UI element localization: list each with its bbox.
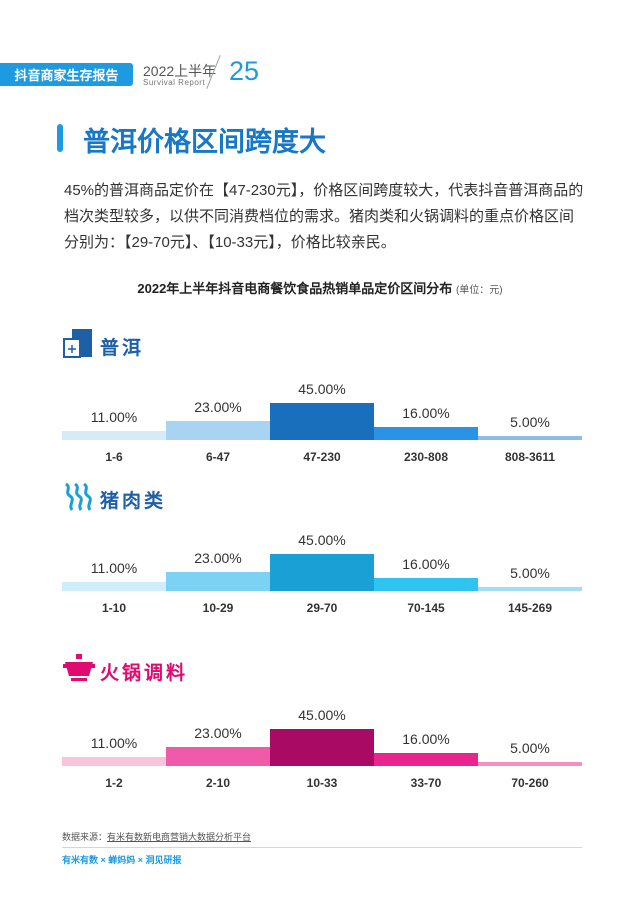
bar-10-33 — [270, 729, 374, 766]
bar-2-10 — [166, 747, 270, 766]
section-name-hotpot: 火锅调料 — [100, 663, 189, 684]
bar-chart-hotpot: 11.00% 1-2 23.00% 2-10 45.00% 10-33 16.00% 33-7… — [62, 652, 582, 802]
chart-title-text: 2022年上半年抖音电商餐饮食品热销单品定价区间分布 — [137, 281, 453, 296]
bar-value-label: 11.00% — [90, 735, 138, 751]
bar-70-260 — [478, 762, 582, 766]
category-label: 33-70 — [410, 776, 442, 790]
category-label: 70-145 — [407, 601, 445, 615]
bar-value-label: 5.00% — [510, 565, 550, 581]
bar-10-29 — [166, 572, 270, 591]
page-title: 普洱价格区间跨度大 — [83, 127, 326, 157]
bar-47-230 — [270, 403, 374, 440]
bar-value-label: 16.00% — [402, 556, 450, 572]
category-label: 70-260 — [511, 776, 549, 790]
bar-1-10 — [62, 582, 166, 591]
bar-value-label: 16.00% — [402, 731, 450, 747]
bar-6-47 — [166, 421, 270, 440]
footer-divider — [62, 847, 582, 848]
category-label: 10-33 — [306, 776, 338, 790]
bar-70-145 — [374, 578, 478, 591]
source-text[interactable]: 有米有数新电商营销大数据分析平台 — [107, 832, 252, 842]
bar-value-label: 45.00% — [298, 381, 346, 397]
summary-paragraph: 45%的普洱商品定价在【47-230元】，价格区间跨度较大，代表抖音普洱商品的档… — [64, 182, 584, 251]
section-name-pork: 猪肉类 — [100, 491, 167, 512]
title-accent-bar — [57, 124, 63, 152]
bar-808-3611 — [478, 436, 582, 440]
category-label: 1-10 — [101, 601, 127, 615]
hotpot-icon — [63, 654, 95, 681]
category-label: 230-808 — [403, 450, 449, 464]
category-label: 145-269 — [507, 601, 553, 615]
header-subtitle: Survival Report — [143, 78, 206, 87]
bar-value-label: 16.00% — [402, 405, 450, 421]
section-name-puer: 普洱 — [100, 338, 145, 359]
category-label: 2-10 — [205, 776, 231, 790]
footer-logos: 有米有数 × 蝉妈妈 × 洞见研报 — [62, 855, 182, 865]
bar-29-70 — [270, 554, 374, 591]
bar-value-label: 23.00% — [194, 399, 242, 415]
bar-chart-puer: 11.00% 1-6 23.00% 6-47 45.00% 47-230 16.00% 230… — [62, 327, 582, 477]
bar-1-6 — [62, 431, 166, 440]
bar-1-2 — [62, 757, 166, 766]
chart-unit: (单位：元) — [455, 285, 503, 296]
bar-value-label: 23.00% — [194, 550, 242, 566]
bar-value-label: 11.00% — [90, 560, 138, 576]
category-label: 10-29 — [202, 601, 234, 615]
bar-230-808 — [374, 427, 478, 440]
source-label: 数据来源： — [62, 832, 108, 842]
bar-value-label: 5.00% — [510, 740, 550, 756]
pork-icon — [65, 482, 92, 511]
category-label: 47-230 — [303, 450, 341, 464]
bar-145-269 — [478, 587, 582, 591]
bar-value-label: 45.00% — [298, 532, 346, 548]
bar-33-70 — [374, 753, 478, 766]
report-tag: 抖音商家生存报告 — [0, 63, 133, 86]
category-label: 6-47 — [205, 450, 231, 464]
category-label: 29-70 — [306, 601, 338, 615]
tea-icon — [63, 329, 92, 358]
section-puer: 普洱 11.00% 1-6 23.00% 6-47 45.00% 47-230 16.00%… — [62, 327, 582, 477]
bar-value-label: 11.00% — [90, 409, 138, 425]
bar-chart-pork: 11.00% 1-10 23.00% 10-29 45.00% 29-70 16.00% 70… — [62, 480, 582, 630]
header-year: 2022上半年 — [143, 63, 217, 79]
bar-value-label: 23.00% — [194, 725, 242, 741]
section-hotpot: 火锅调料 11.00% 1-2 23.00% 2-10 45.00% 10-33 16.00… — [62, 652, 582, 802]
bar-value-label: 5.00% — [510, 414, 550, 430]
category-label: 1-6 — [105, 450, 123, 464]
bar-value-label: 45.00% — [298, 707, 346, 723]
page-number: 25 — [229, 56, 260, 86]
category-label: 1-2 — [105, 776, 123, 790]
chart-title: 2022年上半年抖音电商餐饮食品热销单品定价区间分布 (单位：元) — [0, 278, 640, 297]
section-pork: 猪肉类 11.00% 1-10 23.00% 10-29 45.00% 29-70 16.0… — [62, 480, 582, 630]
category-label: 808-3611 — [504, 450, 556, 464]
source-note: 数据来源：有米有数新电商营销大数据分析平台 — [62, 830, 251, 843]
